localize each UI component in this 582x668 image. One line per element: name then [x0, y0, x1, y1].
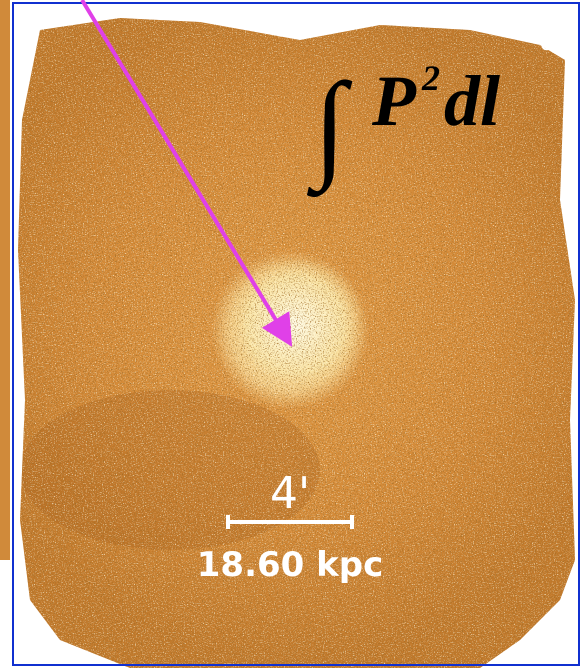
scale-angular: 4'	[270, 468, 310, 519]
corner-text: ow	[540, 31, 571, 56]
page: ow ∫ P 2 dl 4' 18.60 kpc (() => { const …	[0, 0, 582, 668]
formula-differential: dl	[444, 61, 500, 141]
formula-exponent: 2	[421, 58, 440, 98]
scale-physical: 18.60 kpc	[197, 545, 384, 585]
formula-variable: P	[371, 61, 417, 141]
xray-image: ow ∫ P 2 dl 4' 18.60 kpc	[0, 0, 582, 668]
adjacent-panel	[0, 0, 10, 560]
